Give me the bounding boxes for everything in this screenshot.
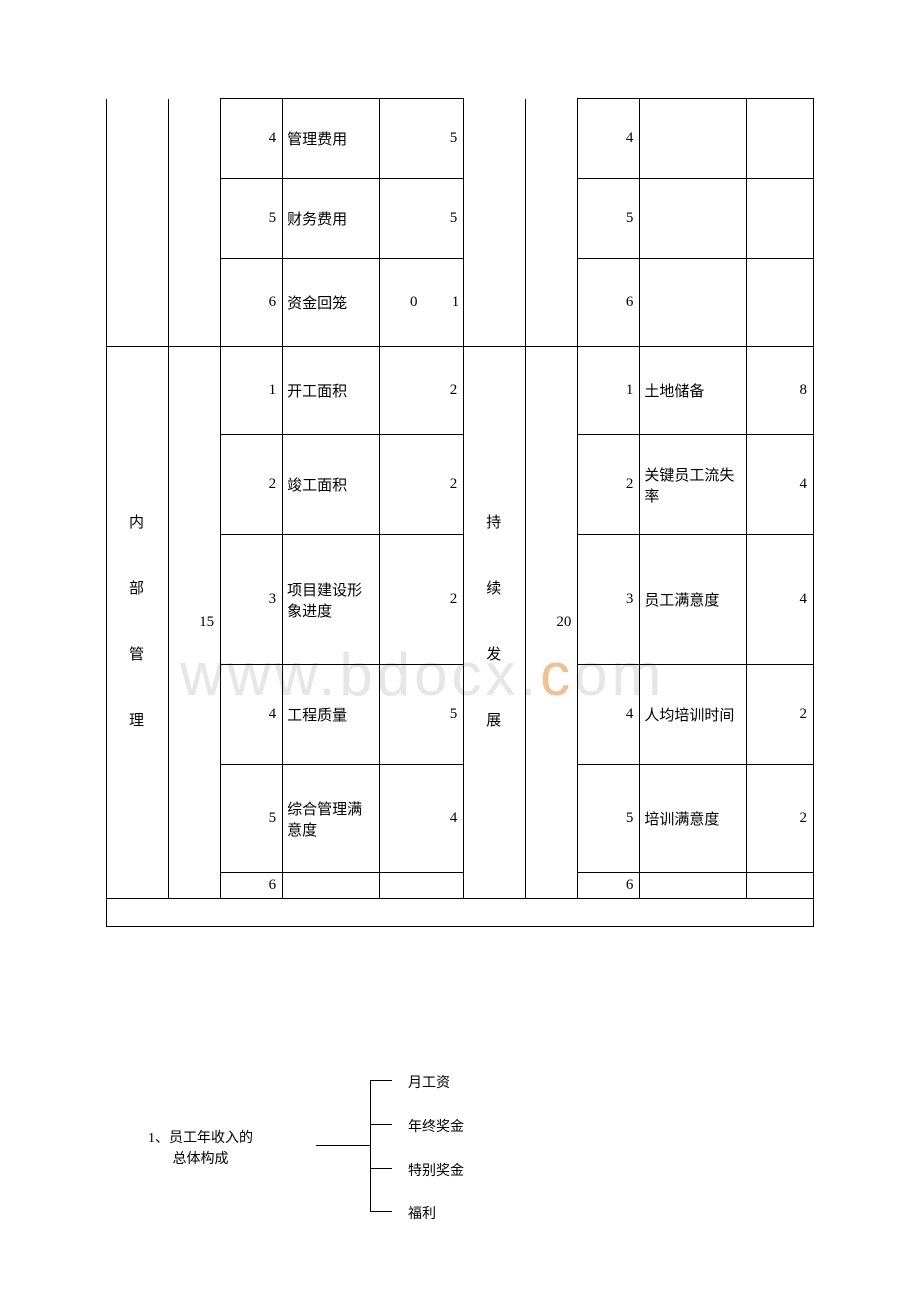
table-cell [746, 259, 813, 347]
bracket-line [370, 1080, 372, 1212]
table-cell: 财务费用 [283, 179, 380, 259]
table-cell: 5 [578, 179, 640, 259]
table-cell: 6 [221, 259, 283, 347]
table-cell: 4 [578, 665, 640, 765]
table-cell: 5 [379, 99, 463, 179]
table-cell: 2 [746, 665, 813, 765]
table-cell: 管理费用 [283, 99, 380, 179]
table-cell [526, 99, 578, 347]
table-cell: 竣工面积 [283, 435, 380, 535]
table-cell: 1 [578, 347, 640, 435]
table-cell: 2 [221, 435, 283, 535]
table-cell: 6 [221, 873, 283, 899]
table-cell: 人均培训时间 [640, 665, 747, 765]
table-cell: 培训满意度 [640, 765, 747, 873]
table-cell: 4 [578, 99, 640, 179]
branch-label: 福利 [408, 1203, 436, 1223]
branch-line [370, 1211, 392, 1212]
branch-label: 特别奖金 [408, 1160, 464, 1180]
table-cell [640, 259, 747, 347]
table-cell [746, 179, 813, 259]
table-cell: 3 [578, 535, 640, 665]
branch-line [370, 1080, 392, 1081]
table-cell [379, 873, 463, 899]
table-cell: 2 [578, 435, 640, 535]
table-cell: 6 [578, 259, 640, 347]
branch-line [370, 1168, 392, 1169]
table-cell: 5 [221, 765, 283, 873]
table-cell: 开工面积 [283, 347, 380, 435]
table-cell: 4 [746, 435, 813, 535]
table-cell: 5 [578, 765, 640, 873]
table-cell: 资金回笼 [283, 259, 380, 347]
table-cell: 8 [746, 347, 813, 435]
group-label-right: 持续发展 [464, 347, 526, 899]
branch-label: 月工资 [408, 1072, 450, 1092]
kpi-table: 4 管理费用 5 4 5 财务费用 5 5 6 资金回笼 0 1 6 内部管理 … [106, 98, 814, 927]
table-cell: 综合管理满意度 [283, 765, 380, 873]
diagram-left-label: 1、员工年收入的 总体构成 [148, 1128, 253, 1170]
income-structure-diagram: 1、员工年收入的 总体构成 月工资 年终奖金 特别奖金 福利 [118, 1080, 678, 1240]
table-cell [640, 99, 747, 179]
table-cell: 土地储备 [640, 347, 747, 435]
table-spacer [107, 899, 814, 927]
table-cell: 2 [379, 435, 463, 535]
table-cell: 5 [379, 179, 463, 259]
table-cell [640, 873, 747, 899]
table-cell [640, 179, 747, 259]
table-cell [746, 99, 813, 179]
table-cell: 工程质量 [283, 665, 380, 765]
table-cell [746, 873, 813, 899]
table-cell: 4 [746, 535, 813, 665]
table-cell: 员工满意度 [640, 535, 747, 665]
group-label-left: 内部管理 [107, 347, 169, 899]
table-cell [283, 873, 380, 899]
branch-label: 年终奖金 [408, 1116, 464, 1136]
table-cell [464, 99, 526, 347]
table-cell: 关键员工流失率 [640, 435, 747, 535]
branch-line [370, 1124, 392, 1125]
table-cell: 5 [221, 179, 283, 259]
table-cell: 4 [379, 765, 463, 873]
table-cell: 项目建设形象进度 [283, 535, 380, 665]
table-cell: 5 [379, 665, 463, 765]
table-cell: 4 [221, 99, 283, 179]
connector-line [316, 1145, 370, 1146]
table-cell: 3 [221, 535, 283, 665]
group-val-left: 15 [169, 347, 221, 899]
table-cell: 6 [578, 873, 640, 899]
table-cell [107, 99, 169, 347]
table-cell: 0 1 [379, 259, 463, 347]
table-cell: 2 [746, 765, 813, 873]
table-cell: 2 [379, 535, 463, 665]
table-cell: 4 [221, 665, 283, 765]
table-cell [169, 99, 221, 347]
table-cell: 1 [221, 347, 283, 435]
group-val-right: 20 [526, 347, 578, 899]
table-cell: 2 [379, 347, 463, 435]
